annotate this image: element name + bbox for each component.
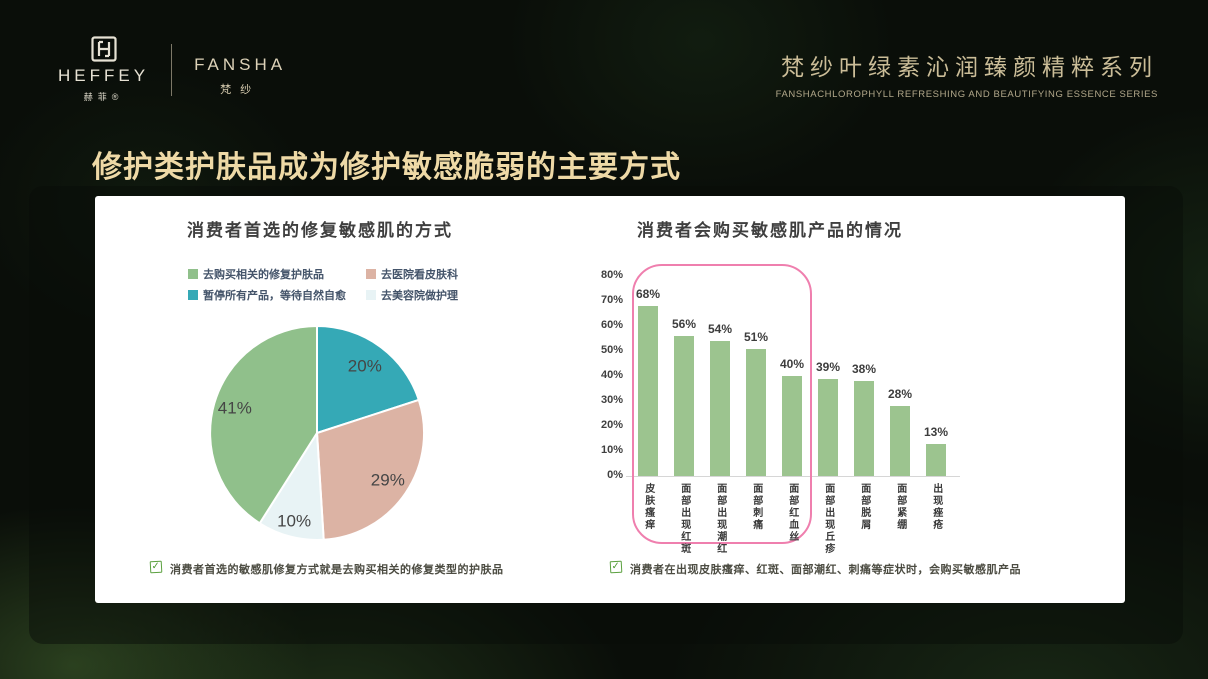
bar-category-label: 面部出现红斑 [678,483,690,555]
brand-logo: HEFFEY 赫菲® FANSHA 梵纱 [58,36,286,103]
pie-legend-item: 去美容院做护理 [366,287,458,303]
bar-value-label: 51% [743,329,769,344]
y-axis-tick: 80% [600,269,623,281]
y-axis-tick: 70% [600,294,623,306]
brand-heffey-text: HEFFEY [58,66,150,85]
heffey-logo-icon [90,36,117,62]
y-axis-tick: 30% [600,394,623,406]
y-axis-tick: 40% [600,369,623,381]
bar-slot: 40% [774,276,810,476]
bar-value-label: 39% [815,359,841,374]
bar [854,381,874,476]
y-axis-tick: 10% [600,444,623,456]
bar-category-label: 面部出现丘疹 [822,483,834,555]
checkbox-icon: ✓ [149,560,163,574]
bar-slot: 51% [738,276,774,476]
pie-note-text: 消费者首选的敏感肌修复方式就是去购买相关的修复类型的护肤品 [170,564,504,576]
bar-slot: 28% [882,276,918,476]
pie-slice-label: 10% [277,512,311,531]
bar-category-axis: 皮肤瘙痒 面部出现红斑 面部出现潮红 面部刺痛 面部红血丝 面部出现丘疹 面部脱屑 面部紧绷 出… [630,483,954,555]
bar [890,406,910,476]
bar-value-label: 68% [635,287,661,301]
pie-slice-label: 20% [348,357,382,376]
checkbox-icon: ✓ [609,560,623,574]
bar-slot: 56% [666,276,702,476]
bar-slot: 68% [630,276,666,476]
bar [710,341,730,476]
bar-value-label: 28% [887,387,913,401]
legend-swatch [366,269,376,279]
bar-category-label: 皮肤瘙痒 [642,483,654,531]
bar-value-label: 54% [707,322,733,336]
pie-legend-item: 去购买相关的修复护肤品 [188,266,360,282]
pie-slice [316,324,421,435]
legend-swatch [188,290,198,300]
y-axis-tick: 20% [600,419,623,431]
legend-swatch [366,290,376,300]
bar [746,348,766,476]
pie-chart-title: 消费者首选的修复敏感肌的方式 [187,221,453,240]
brand-heffey-block: HEFFEY 赫菲® [58,36,149,103]
bar-chart-title: 消费者会购买敏感肌产品的情况 [637,221,903,240]
bar [638,306,658,476]
legend-swatch [188,269,198,279]
page-title: 修护类护肤品成为修护敏感脆弱的主要方式 [92,151,681,184]
bar [818,378,838,476]
bar [782,376,802,476]
y-axis-tick: 0% [607,469,623,481]
brand-fansha-cn: 梵纱 [220,83,261,96]
bar-slot: 13% [918,276,954,476]
bar-category-label: 面部脱屑 [858,483,870,531]
pie-slice [209,324,318,525]
series-subtitle: FANSHACHLOROPHYLL REFRESHING AND BEAUTIF… [775,89,1158,100]
pie-slice-label: 29% [371,471,405,490]
bar-plot: 68% 56% 54% 51% 40% 39% 38% 28% 13% [630,264,954,544]
bar-value-label: 38% [851,362,877,376]
bar-note: ✓ 消费者在出现皮肤瘙痒、红斑、面部潮红、刺痛等症状时，会购买敏感肌产品 [609,560,1021,577]
bar-x-axis-line [626,476,960,477]
pie-legend-item: 暂停所有产品，等待自然自愈 [188,287,360,303]
series-title: 梵纱叶绿素沁润臻颜精粹系列 [781,55,1158,80]
y-axis-tick: 50% [600,344,623,356]
pie-legend-item: 去医院看皮肤科 [366,266,458,282]
bar-slot: 39% [810,276,846,476]
brand-divider [171,43,173,96]
brand-fansha-block: FANSHA 梵纱 [194,43,286,97]
bar-category-label: 出现痤疮 [930,483,942,531]
bar-y-axis: 0% 10% 20% 30% 40% 50% 60% 70% 80% [583,196,623,496]
bar-slot: 54% [702,276,738,476]
pie-note: ✓ 消费者首选的敏感肌修复方式就是去购买相关的修复类型的护肤品 [149,560,504,577]
bar-category-label: 面部紧绷 [894,483,906,531]
pie-chart: 20% 29% 10% 41% [209,324,426,541]
bar-value-label: 40% [779,357,805,371]
brand-heffey-cn: 赫菲® [83,92,124,102]
bar-value-label: 13% [923,424,949,439]
bar-value-label: 56% [671,317,697,331]
brand-fansha-text: FANSHA [194,54,287,74]
bar-note-text: 消费者在出现皮肤瘙痒、红斑、面部潮红、刺痛等症状时，会购买敏感肌产品 [630,564,1021,576]
pie-legend: 去购买相关的修复护肤品 去医院看皮肤科 暂停所有产品，等待自然自愈 去美容院做护理 [188,266,458,303]
bar [926,443,946,476]
bar-category-label: 面部刺痛 [750,483,762,531]
pie-slice-label: 41% [218,399,252,418]
bar [674,336,694,476]
series-header: 梵纱叶绿素沁润臻颜精粹系列 FANSHACHLOROPHYLL REFRESHI… [776,48,1158,100]
charts-card: 消费者首选的修复敏感肌的方式 去购买相关的修复护肤品 去医院看皮肤科 暂停所有产品，… [95,196,1125,603]
bar-category-label: 面部出现潮红 [714,483,726,555]
bar-slot: 38% [846,276,882,476]
bar-category-label: 面部红血丝 [786,483,798,543]
y-axis-tick: 60% [600,319,623,331]
pie-slice [315,398,426,541]
